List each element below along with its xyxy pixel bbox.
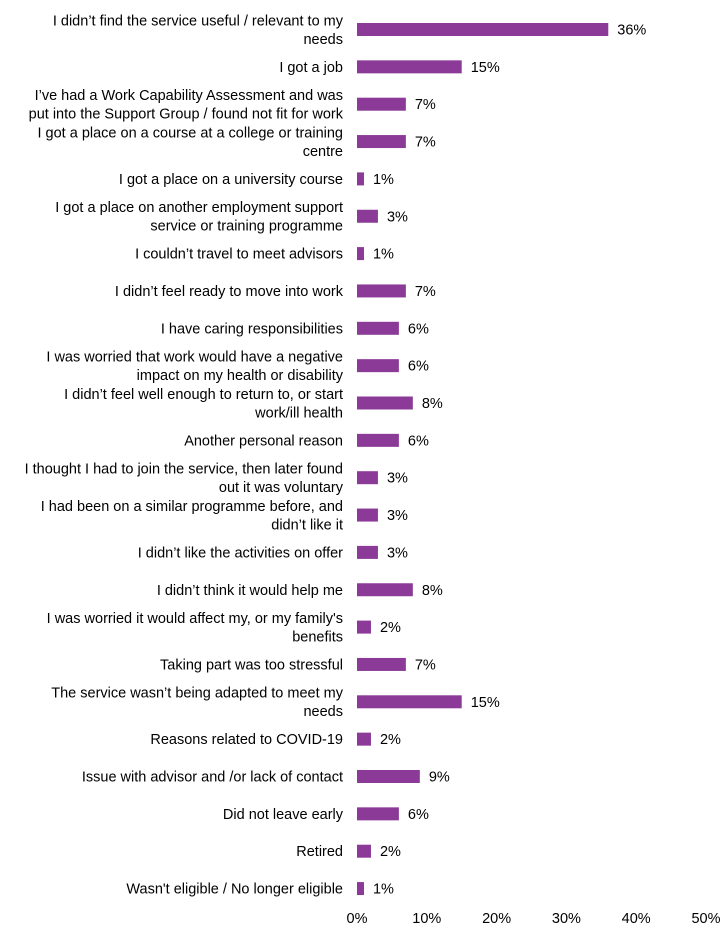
category-label: Retired <box>296 844 343 860</box>
category-label: I couldn’t travel to meet advisors <box>135 247 343 263</box>
bar <box>357 135 406 149</box>
bar <box>357 844 371 858</box>
bar <box>357 508 378 522</box>
data-label: 15% <box>471 60 500 76</box>
category-label: didn’t like it <box>271 517 343 533</box>
category-label: I have caring responsibilities <box>161 321 343 337</box>
data-label: 6% <box>408 433 429 449</box>
data-label: 2% <box>380 732 401 748</box>
x-axis-ticks: 0% 10% 20% 30% 40% 50% <box>347 911 721 927</box>
value-labels: 36% 15% 7% 7% 1% 3% 1% 7% 6% 6% 8% 6% 3% 3% 3% 8% 2% 7% 15… <box>373 23 646 898</box>
bar <box>357 695 462 709</box>
category-label: I’ve had a Work Capability Assessment an… <box>35 88 343 104</box>
category-label: Issue with advisor and /or lack of conta… <box>82 770 343 786</box>
bar <box>357 770 420 783</box>
data-label: 3% <box>387 471 408 487</box>
bar <box>357 60 462 74</box>
category-label: I didn’t feel ready to move into work <box>115 284 344 300</box>
bar <box>357 732 371 746</box>
bar <box>357 471 378 485</box>
bar <box>357 545 378 559</box>
data-label: 3% <box>387 209 408 225</box>
category-label: Reasons related to COVID-19 <box>150 732 343 748</box>
bar <box>357 247 364 261</box>
data-label: 7% <box>415 97 436 113</box>
data-label: 7% <box>415 657 436 673</box>
category-label: I got a place on another employment supp… <box>55 200 343 216</box>
bar <box>357 620 371 634</box>
x-tick-label: 10% <box>412 911 441 927</box>
bar <box>357 209 378 223</box>
category-labels: I didn’t find the service useful / relev… <box>25 13 344 897</box>
data-label: 7% <box>415 135 436 151</box>
data-label: 8% <box>422 396 443 412</box>
data-label: 1% <box>373 882 394 898</box>
category-label: Another personal reason <box>184 433 343 449</box>
bar <box>357 359 399 373</box>
data-label: 9% <box>429 770 450 786</box>
bar <box>357 396 413 410</box>
category-label: I didn’t feel well enough to return to, … <box>64 387 343 403</box>
category-label: service or training programme <box>150 219 343 235</box>
category-label: centre <box>303 144 343 160</box>
category-label: put into the Support Group / found not f… <box>29 106 344 122</box>
category-label: Wasn't eligible / No longer eligible <box>126 882 343 898</box>
category-label: I didn’t think it would help me <box>157 583 343 599</box>
data-label: 1% <box>373 172 394 188</box>
data-label: 6% <box>408 321 429 337</box>
category-label: I got a job <box>279 60 343 76</box>
bar <box>357 321 399 335</box>
bar <box>357 97 406 111</box>
data-label: 2% <box>380 844 401 860</box>
data-label: 7% <box>415 284 436 300</box>
bar <box>357 172 364 186</box>
bar <box>357 433 399 447</box>
data-label: 6% <box>408 359 429 375</box>
data-label: 3% <box>387 508 408 524</box>
category-label: I got a place on a course at a college o… <box>38 125 344 141</box>
x-tick-label: 30% <box>552 911 581 927</box>
category-label: needs <box>303 704 343 720</box>
bar <box>357 807 399 821</box>
category-label: work/ill health <box>254 405 343 421</box>
category-label: I didn’t find the service useful / relev… <box>53 13 344 29</box>
data-label: 6% <box>408 807 429 823</box>
data-label: 36% <box>617 23 646 39</box>
category-label: benefits <box>292 629 343 645</box>
x-tick-label: 20% <box>482 911 511 927</box>
x-tick-label: 40% <box>622 911 651 927</box>
category-label: I didn’t like the activities on offer <box>138 545 343 561</box>
category-label: I thought I had to join the service, the… <box>25 461 343 477</box>
category-label: I had been on a similar programme before… <box>41 499 343 515</box>
bar <box>357 657 406 671</box>
category-label: out it was voluntary <box>219 480 344 496</box>
bar <box>357 284 406 298</box>
bars <box>357 23 609 896</box>
data-label: 3% <box>387 545 408 561</box>
category-label: Taking part was too stressful <box>160 657 343 673</box>
bar <box>357 23 609 36</box>
bar <box>357 882 364 896</box>
category-label: I was worried that work would have a neg… <box>46 349 343 365</box>
category-label: I got a place on a university course <box>119 172 343 188</box>
category-label: I was worried it would affect my, or my … <box>47 611 343 627</box>
data-label: 1% <box>373 247 394 263</box>
data-label: 8% <box>422 583 443 599</box>
data-label: 2% <box>380 620 401 636</box>
category-label: Did not leave early <box>223 807 344 823</box>
x-tick-label: 0% <box>347 911 368 927</box>
category-label: impact on my health or disability <box>137 368 344 384</box>
x-tick-label: 50% <box>691 911 720 927</box>
data-label: 15% <box>471 695 500 711</box>
bar <box>357 583 413 597</box>
category-label: The service wasn’t being adapted to meet… <box>51 686 344 702</box>
category-label: needs <box>303 32 343 48</box>
